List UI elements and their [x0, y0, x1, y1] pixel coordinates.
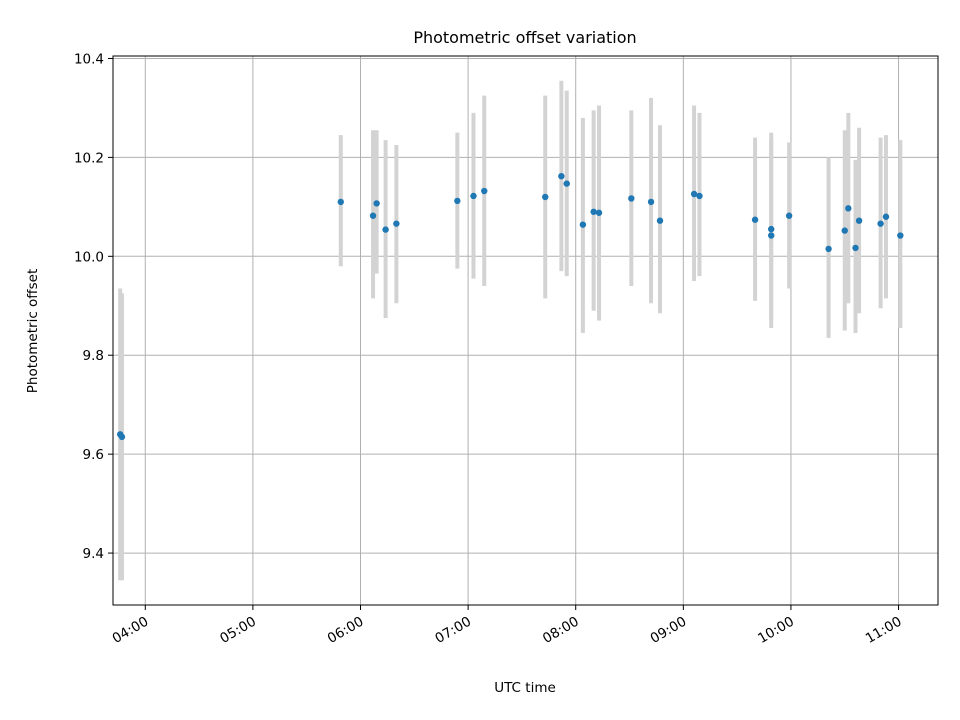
data-point — [470, 192, 477, 200]
y-tick-label: 9.8 — [83, 348, 104, 364]
data-point — [595, 209, 603, 216]
data-point — [841, 227, 848, 234]
y-tick-label: 10.4 — [74, 51, 104, 67]
data-point — [590, 208, 597, 215]
y-tick-label: 9.4 — [83, 546, 104, 562]
y-axis-label: Photometric offset — [25, 269, 41, 393]
grid — [113, 56, 938, 605]
data-point — [852, 244, 859, 252]
chart-title: Photometric offset variation — [413, 28, 636, 47]
x-axis-label: UTC time — [494, 680, 556, 696]
data-point — [481, 187, 488, 195]
data-point — [369, 212, 377, 219]
data-point — [656, 217, 664, 224]
data-point — [579, 221, 587, 228]
data-point — [855, 217, 863, 224]
data-point — [628, 195, 635, 202]
data-point — [882, 213, 890, 220]
data-point — [558, 172, 565, 180]
data-point — [785, 212, 793, 219]
data-point — [751, 216, 759, 223]
data-point — [877, 220, 884, 227]
plot-frame — [112, 55, 939, 606]
data-point — [897, 232, 904, 239]
data-point — [337, 198, 344, 206]
data-point — [563, 180, 570, 187]
data-points — [116, 172, 904, 441]
data-point — [454, 197, 461, 205]
data-point — [845, 205, 852, 212]
data-point — [825, 245, 832, 253]
data-point — [768, 225, 775, 233]
data-point — [373, 200, 380, 207]
data-point — [382, 226, 389, 233]
data-point — [542, 193, 549, 201]
y-tick-label: 9.6 — [83, 447, 104, 463]
data-point — [696, 192, 703, 200]
data-point — [118, 433, 126, 441]
y-tick-label: 10.0 — [74, 249, 104, 265]
data-point — [647, 198, 655, 206]
data-point — [393, 220, 400, 227]
data-point — [690, 190, 698, 198]
data-point — [768, 232, 775, 239]
y-tick-label: 10.2 — [74, 150, 104, 166]
